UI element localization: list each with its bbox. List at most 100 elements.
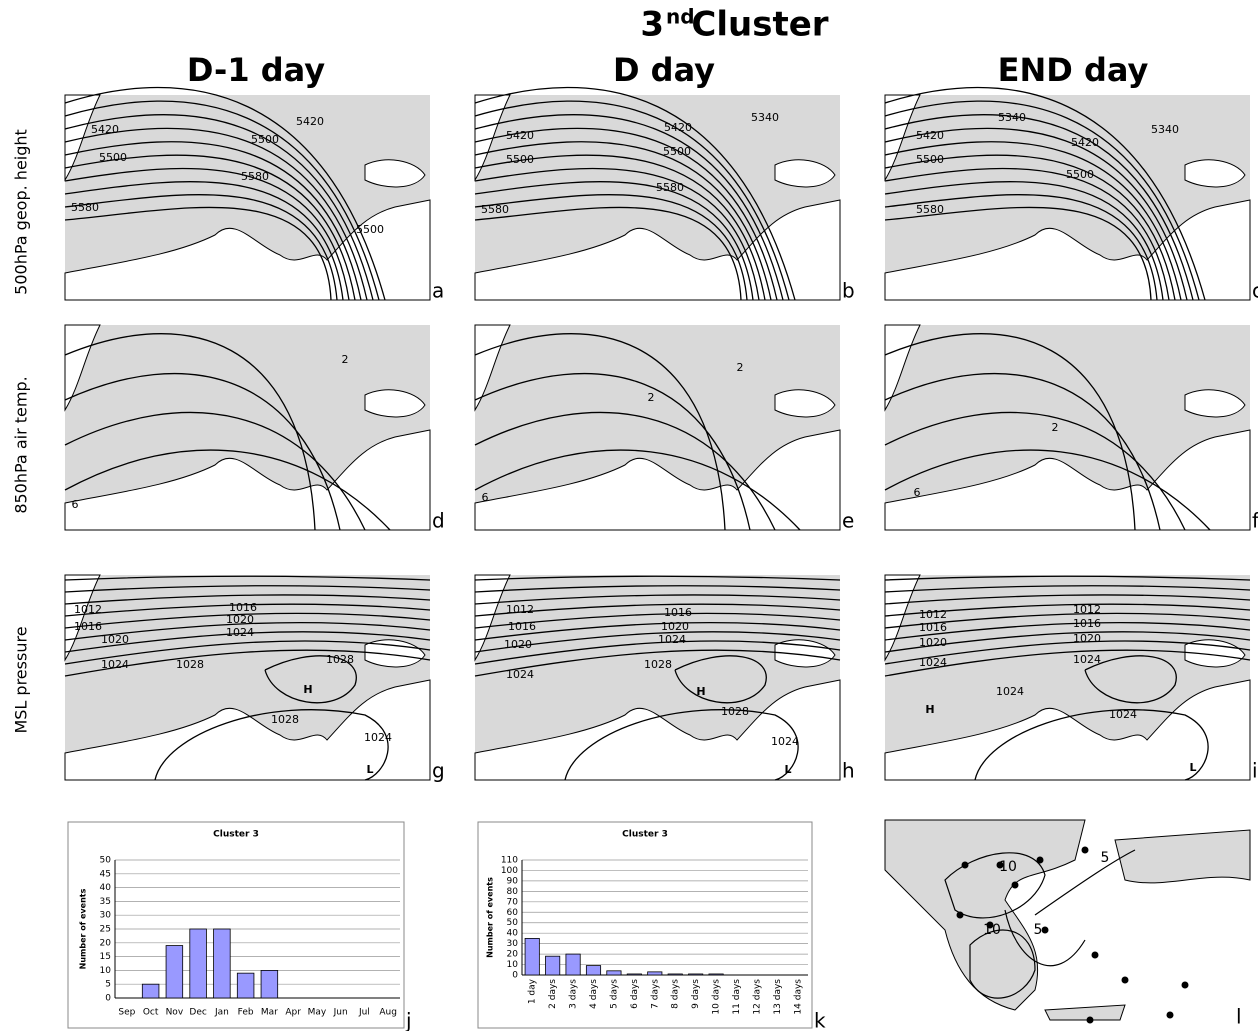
contour (884, 114, 1194, 301)
contour-label: 1020 (504, 638, 532, 651)
contour (474, 603, 841, 617)
contour (474, 373, 751, 531)
x-tick-label: Mar (261, 1008, 278, 1018)
y-tick-label: 80 (507, 887, 519, 897)
panel-letter: e (842, 509, 854, 533)
contour (1034, 849, 1136, 916)
row-label: MSL pressure (12, 626, 31, 733)
contour-label: 1024 (996, 685, 1024, 698)
contour-label: 5580 (71, 201, 99, 214)
contour-label: 1020 (1073, 632, 1101, 645)
contour (474, 194, 748, 301)
contour-label: 1024 (1109, 708, 1137, 721)
contour-label: 5420 (296, 115, 324, 128)
station (1011, 881, 1019, 889)
x-tick-label: Jun (333, 1008, 348, 1018)
contour-label: 1024 (919, 656, 947, 669)
contour (64, 167, 350, 301)
contour-label: 5420 (506, 129, 534, 142)
contour (64, 154, 356, 301)
contour (474, 167, 760, 301)
panel-letter: g (432, 759, 445, 783)
station (1091, 951, 1099, 959)
contour (884, 373, 1161, 531)
column-header: END day (998, 51, 1149, 89)
y-tick-label: 20 (507, 950, 519, 960)
y-tick-label: 40 (507, 929, 519, 939)
station (1081, 846, 1089, 854)
x-tick-label: Apr (285, 1008, 301, 1018)
x-tick-label: May (308, 1008, 327, 1018)
contour-label: 5420 (916, 129, 944, 142)
contour-label: 5 (1034, 922, 1043, 938)
map-land (884, 819, 1251, 1021)
bar (141, 983, 160, 999)
contour (474, 594, 841, 605)
contour (474, 449, 801, 531)
x-tick-label: Nov (166, 1008, 184, 1018)
contour-label: 2 (1052, 421, 1059, 434)
y-axis-label: Number of events (79, 888, 88, 969)
contour (884, 194, 1158, 301)
y-tick-label: 10 (100, 966, 112, 976)
map-sea (64, 574, 431, 781)
contour (64, 194, 338, 301)
x-tick-label: Oct (143, 1008, 159, 1018)
contour-label: 1024 (226, 626, 254, 639)
contour-label: 1028 (271, 713, 299, 726)
chart-title: Cluster 3 (213, 830, 259, 840)
contour-label: 1024 (1073, 653, 1101, 666)
contour-label: 2 (648, 391, 655, 404)
y-tick-label: 100 (501, 866, 518, 876)
contour (884, 585, 1251, 593)
y-tick-label: 35 (100, 897, 111, 907)
contour (564, 709, 799, 781)
x-tick-label: 13 days (773, 979, 783, 1015)
x-tick-label: 12 days (752, 979, 762, 1015)
x-tick-label: 8 days (671, 979, 681, 1009)
contour (64, 333, 316, 531)
x-tick-label: 7 days (650, 979, 660, 1009)
contour (64, 181, 344, 301)
chart-frame (477, 821, 813, 1029)
map-sea (884, 574, 1251, 781)
panel-letter: k (814, 1009, 826, 1031)
contour (884, 449, 1211, 531)
bar (189, 928, 207, 999)
contour-label: 5500 (1066, 168, 1094, 181)
contour-label: 5500 (251, 133, 279, 146)
contour-label: 1024 (506, 668, 534, 681)
contour-label: H (696, 685, 705, 698)
y-tick-label: 5 (105, 980, 111, 990)
contour-label: 5500 (99, 151, 127, 164)
title-word: Cluster (691, 5, 828, 45)
contour-label: 5500 (663, 145, 691, 158)
y-tick-label: 15 (100, 952, 111, 962)
contour-label: L (784, 763, 791, 776)
contour (64, 141, 362, 301)
station (1181, 981, 1189, 989)
contour-label: 2 (737, 361, 744, 374)
y-tick-label: 20 (100, 938, 112, 948)
x-tick-label: Dec (189, 1008, 206, 1018)
contour (64, 206, 332, 301)
contour-label: 1012 (506, 603, 534, 616)
x-tick-label: Sep (118, 1008, 135, 1018)
x-tick-label: 2 days (548, 979, 558, 1009)
contour-label: 1012 (1073, 603, 1101, 616)
y-tick-label: 50 (100, 856, 112, 866)
x-tick-label: 5 days (609, 979, 619, 1009)
contour (64, 594, 431, 605)
contour (64, 411, 366, 531)
station (1086, 1016, 1094, 1024)
contour (474, 181, 754, 301)
contour (884, 100, 1200, 301)
contour-label: 5420 (91, 123, 119, 136)
contour-label: 1016 (664, 606, 692, 619)
bar (545, 955, 561, 976)
contour (884, 649, 1251, 677)
contour-label: 5340 (751, 111, 779, 124)
title-suffix: nd (666, 5, 695, 29)
y-tick-label: 0 (512, 971, 518, 981)
y-axis-label: Number of events (486, 877, 495, 958)
